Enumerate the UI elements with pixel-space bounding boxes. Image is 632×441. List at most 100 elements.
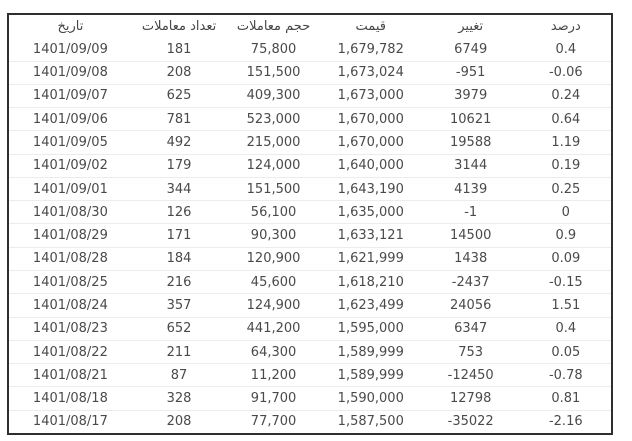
table-cell-date: 1401/08/25 [32, 275, 108, 289]
table-cell-change: 19588 [450, 135, 492, 149]
table-cell-trades-count: 216 [166, 275, 192, 289]
table-cell-percent: 0.19 [551, 159, 581, 173]
table-cell-date: 1401/09/06 [32, 112, 108, 126]
table-cell-date: 1401/08/30 [32, 205, 108, 219]
table-cell-change: -35022 [447, 415, 494, 429]
table-cell-price: 1,621,999 [337, 252, 404, 266]
table-cell-percent: 0.64 [551, 112, 581, 126]
table-cell-volume: 64,300 [250, 345, 297, 359]
table-cell-percent: 0.9 [555, 229, 577, 243]
table-cell-change: 4139 [454, 182, 488, 196]
table-cell-price: 1,623,499 [337, 298, 404, 312]
table-cell-date: 1401/08/23 [32, 322, 108, 336]
table-row: 1401/09/08 208 151,500 1,673,024 -951 -0.06 [9, 60, 611, 84]
table-row: 1401/08/30 126 56,100 1,635,000 -1 0 [9, 200, 611, 223]
table-cell-price: 1,673,024 [337, 66, 404, 80]
table-row: 1401/08/17 208 77,700 1,587,500 -35022 -2.16 [9, 409, 611, 433]
column-header-change: تغییر [458, 20, 484, 34]
table-cell-price: 1,673,000 [337, 89, 404, 103]
table-cell-trades-count: 179 [166, 159, 192, 173]
table-cell-percent: 0.4 [555, 322, 577, 336]
table-cell-change: 12798 [450, 392, 492, 406]
table-row: 1401/08/29 171 90,300 1,633,121 14500 0.9 [9, 223, 611, 246]
column-header-trades-count: تعداد معاملات [141, 20, 217, 34]
table-cell-volume: 523,000 [246, 112, 301, 126]
table-cell-price: 1,679,782 [337, 42, 404, 56]
table-row: 1401/08/22 211 64,300 1,589,999 753 0.05 [9, 339, 611, 363]
table-cell-trades-count: 781 [166, 112, 192, 126]
table-row: 1401/08/24 357 124,900 1,623,499 24056 1.51 [9, 293, 611, 316]
table-cell-date: 1401/08/18 [32, 392, 108, 406]
table-cell-change: 753 [458, 345, 484, 359]
table-cell-price: 1,587,500 [337, 415, 404, 429]
table-cell-trades-count: 344 [166, 182, 192, 196]
table-cell-volume: 90,300 [250, 229, 297, 243]
table-cell-trades-count: 652 [166, 322, 192, 336]
table-cell-change: 6749 [454, 42, 488, 56]
table-cell-percent: 0.4 [555, 42, 577, 56]
table-cell-date: 1401/09/02 [32, 159, 108, 173]
table-cell-price: 1,670,000 [337, 135, 404, 149]
table-row: 1401/09/06 781 523,000 1,670,000 10621 0.64 [9, 107, 611, 130]
table-cell-trades-count: 126 [166, 205, 192, 219]
table-cell-price: 1,643,190 [337, 182, 404, 196]
table-cell-change: 14500 [450, 229, 492, 243]
table-row: 1401/09/05 492 215,000 1,670,000 19588 1.19 [9, 130, 611, 153]
table-cell-change: 1438 [454, 252, 488, 266]
table-cell-volume: 124,000 [246, 159, 301, 173]
table-row: 1401/09/09 181 75,800 1,679,782 6749 0.4 [9, 38, 611, 60]
table-cell-trades-count: 171 [166, 229, 192, 243]
table-cell-percent: -2.16 [548, 415, 583, 429]
table-cell-volume: 91,700 [250, 392, 297, 406]
table-cell-price: 1,590,000 [337, 392, 404, 406]
table-cell-change: 6347 [454, 322, 488, 336]
table-row: 1401/09/02 179 124,000 1,640,000 3144 0.19 [9, 153, 611, 177]
table-cell-date: 1401/08/29 [32, 229, 108, 243]
table-cell-date: 1401/09/07 [32, 89, 108, 103]
table-cell-volume: 120,900 [246, 252, 301, 266]
table-cell-date: 1401/08/21 [32, 368, 108, 382]
table-cell-volume: 11,200 [250, 368, 297, 382]
column-header-volume: حجم معاملات [236, 20, 311, 34]
table-body: 1401/09/09 181 75,800 1,679,782 6749 0.4 1401/… [9, 38, 611, 433]
table-cell-price: 1,618,210 [337, 275, 404, 289]
table-cell-percent: 0.05 [551, 345, 581, 359]
table-row: 1401/09/01 344 151,500 1,643,190 4139 0.25 [9, 176, 611, 200]
table-cell-trades-count: 181 [166, 42, 192, 56]
table-cell-change: -2437 [451, 275, 490, 289]
column-header-price: قیمت [355, 20, 386, 34]
table-row: 1401/08/23 652 441,200 1,595,000 6347 0.4 [9, 316, 611, 340]
table-cell-volume: 441,200 [246, 322, 301, 336]
table-cell-price: 1,670,000 [337, 112, 404, 126]
table-cell-date: 1401/09/05 [32, 135, 108, 149]
table-cell-volume: 75,800 [250, 42, 297, 56]
table-cell-date: 1401/08/22 [32, 345, 108, 359]
table-cell-percent: 1.51 [551, 298, 581, 312]
table-cell-volume: 151,500 [246, 182, 301, 196]
table-cell-volume: 77,700 [250, 415, 297, 429]
table-header-row: تاریخ تعداد معاملات حجم معاملات قیمت تغییر در… [9, 15, 611, 38]
table-cell-trades-count: 328 [166, 392, 192, 406]
table-cell-date: 1401/09/01 [32, 182, 108, 196]
table-cell-change: -951 [455, 66, 486, 80]
table-cell-percent: -0.06 [548, 66, 583, 80]
table-cell-trades-count: 625 [166, 89, 192, 103]
table-cell-volume: 124,900 [246, 298, 301, 312]
table-cell-volume: 45,600 [250, 275, 297, 289]
table-cell-volume: 215,000 [246, 135, 301, 149]
table-row: 1401/08/21 87 11,200 1,589,999 -12450 -0.78 [9, 363, 611, 386]
table-cell-price: 1,589,999 [337, 345, 404, 359]
table-cell-date: 1401/09/08 [32, 66, 108, 80]
table-cell-trades-count: 208 [166, 415, 192, 429]
table-cell-change: -12450 [447, 368, 494, 382]
table-row: 1401/08/28 184 120,900 1,621,999 1438 0.09 [9, 246, 611, 270]
table-cell-trades-count: 211 [166, 345, 192, 359]
table-cell-percent: 0.09 [551, 252, 581, 266]
table-cell-percent: 0.24 [551, 89, 581, 103]
table-row: 1401/09/07 625 409,300 1,673,000 3979 0.24 [9, 83, 611, 107]
table-cell-date: 1401/08/17 [32, 415, 108, 429]
table-cell-trades-count: 492 [166, 135, 192, 149]
table-row: 1401/08/18 328 91,700 1,590,000 12798 0.81 [9, 386, 611, 409]
table-cell-change: 3979 [454, 89, 488, 103]
